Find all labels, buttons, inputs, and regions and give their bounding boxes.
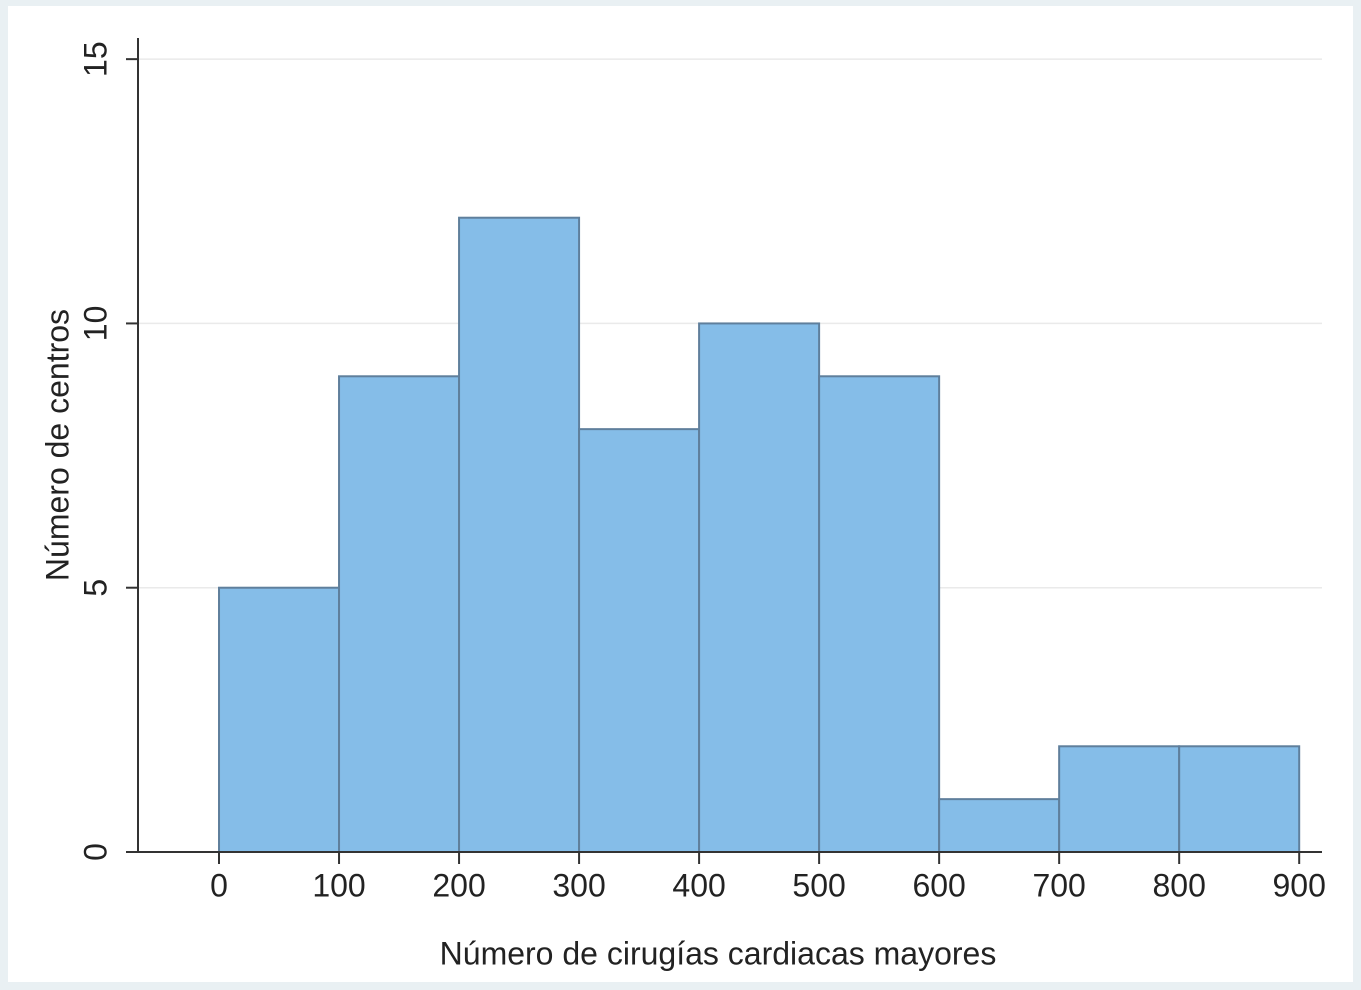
x-tick-label: 700: [1032, 867, 1085, 903]
bar: [338, 375, 461, 853]
bar: [218, 586, 341, 853]
y-tick-label: 5: [77, 579, 113, 597]
bar: [1178, 745, 1301, 853]
bar: [818, 375, 941, 853]
y-tick-label: 0: [77, 843, 113, 861]
bar: [938, 798, 1061, 854]
y-axis-label: Número de centros: [39, 309, 75, 581]
x-tick-label: 600: [912, 867, 965, 903]
x-tick-label: 500: [792, 867, 845, 903]
x-tick-label: 0: [210, 867, 228, 903]
bar: [1058, 745, 1181, 853]
x-tick-label: 400: [672, 867, 725, 903]
bar: [698, 322, 821, 853]
y-tick-label: 10: [77, 306, 113, 342]
x-tick-label: 900: [1273, 867, 1326, 903]
bar: [458, 216, 581, 853]
x-tick-label: 300: [552, 867, 605, 903]
x-axis-label: Número de cirugías cardiacas mayores: [440, 935, 997, 971]
bar: [578, 428, 701, 853]
y-tick-label: 15: [77, 41, 113, 77]
x-tick-label: 800: [1152, 867, 1205, 903]
x-tick-label: 200: [432, 867, 485, 903]
x-tick-label: 100: [312, 867, 365, 903]
